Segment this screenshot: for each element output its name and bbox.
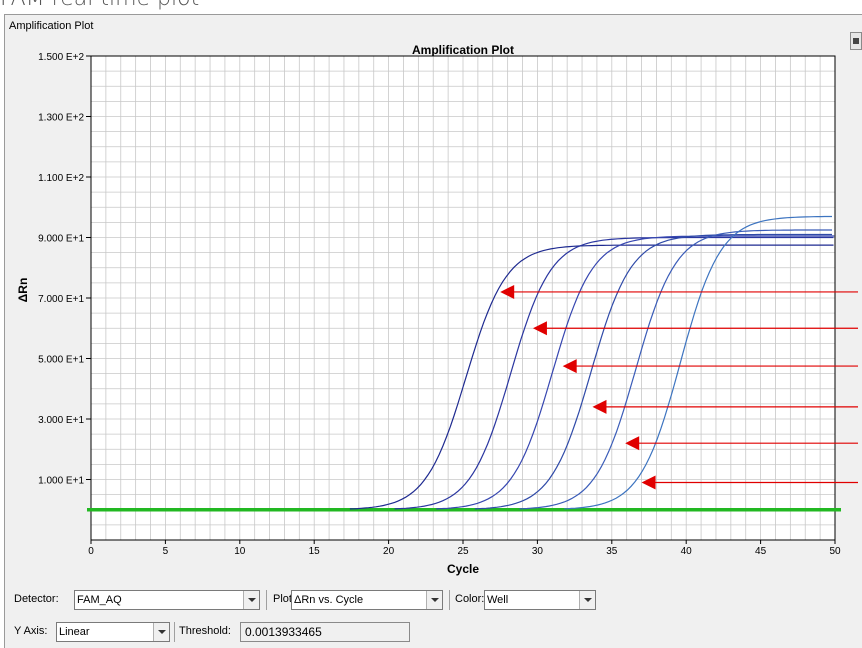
color-value: Well <box>487 594 509 606</box>
annotation-arrow-head <box>532 321 547 336</box>
y-axis-value: Linear <box>59 626 90 638</box>
annotation-arrow-head <box>592 399 607 414</box>
chevron-down-icon[interactable] <box>153 623 169 641</box>
amplification-curve <box>349 244 834 510</box>
y-axis-label: ΔRn <box>16 278 30 303</box>
annotation-arrow-head <box>625 436 640 451</box>
plot-type-value: ΔRn vs. Cycle <box>294 594 364 606</box>
chevron-down-icon[interactable] <box>426 591 442 609</box>
x-tick-label: 50 <box>829 546 841 557</box>
y-tick-label: 9.000 E+1 <box>38 234 84 245</box>
amplification-curve <box>474 233 832 510</box>
x-axis-label: Cycle <box>447 562 479 576</box>
y-tick-label: 1.500 E+2 <box>38 52 84 63</box>
y-tick-label: 5.000 E+1 <box>38 355 84 366</box>
amplification-curve <box>394 236 834 510</box>
y-axis-label: Y Axis: <box>14 625 48 637</box>
toolbar-divider <box>266 590 267 610</box>
detector-value: FAM_AQ <box>77 594 122 606</box>
threshold-label: Threshold: <box>179 625 231 637</box>
y-tick-label: 7.000 E+1 <box>38 294 84 305</box>
y-tick-label: 1.100 E+2 <box>38 173 84 184</box>
x-tick-label: 40 <box>681 546 693 557</box>
color-label: Color: <box>455 593 485 605</box>
amplification-curve <box>436 235 835 510</box>
chevron-down-icon[interactable] <box>579 591 595 609</box>
threshold-input[interactable]: 0.0013933465 <box>240 622 410 642</box>
figure-caption: FAM real time plot <box>0 0 199 11</box>
annotation-arrow-head <box>641 475 656 490</box>
detector-dropdown[interactable]: FAM_AQ <box>74 590 260 610</box>
amplification-plot-chart: Amplification Plot 1.000 E+1 3.000 E+1 5.00… <box>16 43 858 576</box>
x-tick-label: 15 <box>309 546 321 557</box>
y-axis-dropdown[interactable]: Linear <box>56 622 170 642</box>
y-tick-label: 1.300 E+2 <box>38 113 84 124</box>
x-tick-label: 30 <box>532 546 544 557</box>
axis-settings-toolbar: Y Axis: Linear Threshold: 0.0013933465 <box>4 622 862 646</box>
x-tick-label: 0 <box>88 546 94 557</box>
x-tick-label: 35 <box>606 546 618 557</box>
annotation-arrow-head <box>562 359 577 374</box>
toolbar-divider <box>174 622 175 642</box>
color-dropdown[interactable]: Well <box>484 590 596 610</box>
x-tick-label: 20 <box>383 546 395 557</box>
x-tick-label: 45 <box>755 546 767 557</box>
amplification-curve <box>519 229 832 510</box>
x-tick-label: 10 <box>234 546 246 557</box>
detector-label: Detector: <box>14 593 59 605</box>
plot-type-dropdown[interactable]: ΔRn vs. Cycle <box>291 590 443 610</box>
amplification-curve <box>564 215 832 510</box>
y-tick-label: 1.000 E+1 <box>38 476 84 487</box>
plot-settings-toolbar: Detector: FAM_AQ Plot: ΔRn vs. Cycle Col… <box>4 588 862 614</box>
annotation-arrow-head <box>500 284 515 299</box>
x-tick-label: 5 <box>163 546 169 557</box>
chevron-down-icon[interactable] <box>243 591 259 609</box>
plot-label: Plot: <box>273 593 296 605</box>
toolbar-divider <box>449 590 450 610</box>
panel-title: Amplification Plot <box>9 20 94 32</box>
x-tick-label: 25 <box>457 546 469 557</box>
y-tick-label: 3.000 E+1 <box>38 415 84 426</box>
chart-title: Amplification Plot <box>412 43 514 57</box>
